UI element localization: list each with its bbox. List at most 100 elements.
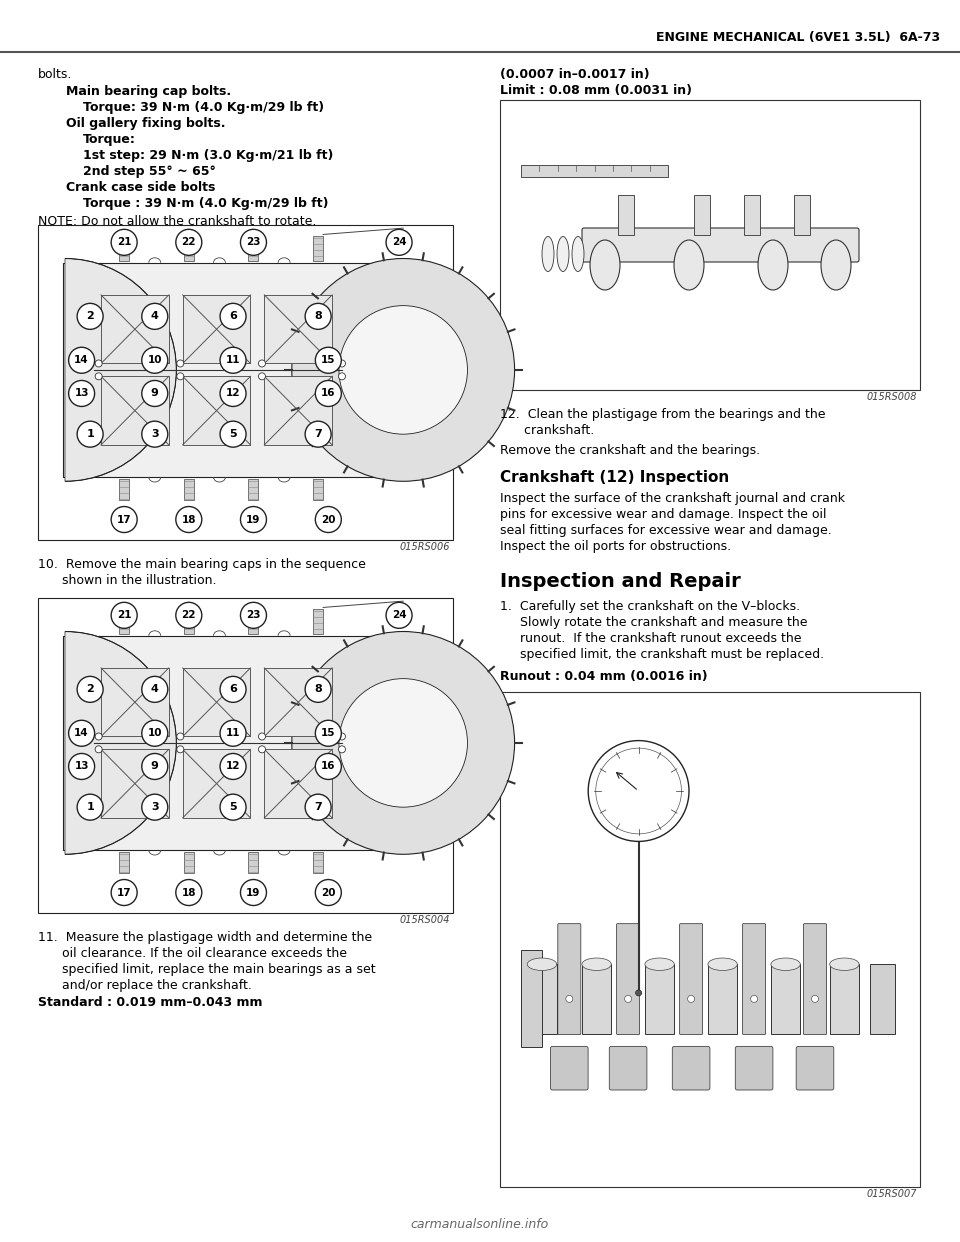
Text: 4: 4 [151, 684, 158, 694]
Text: 10: 10 [148, 728, 162, 738]
Circle shape [142, 794, 168, 820]
Text: 18: 18 [181, 514, 196, 524]
Circle shape [176, 879, 202, 905]
Text: 6: 6 [229, 312, 237, 322]
Circle shape [68, 380, 95, 406]
Text: 21: 21 [117, 610, 132, 620]
FancyBboxPatch shape [796, 1047, 834, 1090]
Bar [183, 610, 194, 633]
Circle shape [220, 421, 246, 447]
Text: 21: 21 [117, 237, 132, 247]
Circle shape [220, 754, 246, 780]
Text: 015RS007: 015RS007 [867, 1189, 917, 1199]
Bar [249, 236, 258, 261]
FancyBboxPatch shape [743, 924, 766, 1035]
Circle shape [292, 631, 515, 854]
Bar [521, 950, 542, 1047]
Bar [744, 195, 760, 235]
Circle shape [240, 230, 267, 256]
Ellipse shape [582, 958, 612, 970]
Bar [183, 236, 194, 261]
FancyBboxPatch shape [610, 1047, 647, 1090]
Text: 1: 1 [86, 802, 94, 812]
Circle shape [177, 360, 183, 366]
Circle shape [220, 348, 246, 374]
Text: bolts.: bolts. [38, 68, 72, 81]
Text: 10.  Remove the main bearing caps in the sequence: 10. Remove the main bearing caps in the … [38, 558, 366, 571]
Circle shape [305, 303, 331, 329]
Bar [249, 610, 258, 633]
Text: 1: 1 [86, 430, 94, 440]
Bar [183, 852, 194, 873]
Text: oil clearance. If the oil clearance exceeds the: oil clearance. If the oil clearance exce… [38, 946, 347, 960]
Bar [38, 597, 453, 913]
Text: crankshaft.: crankshaft. [500, 424, 594, 437]
Circle shape [220, 380, 246, 406]
Bar [101, 294, 169, 364]
Text: 17: 17 [117, 888, 132, 898]
Text: 1st step: 29 N·m (3.0 Kg·m/21 lb ft): 1st step: 29 N·m (3.0 Kg·m/21 lb ft) [83, 149, 333, 161]
Text: 3: 3 [151, 802, 158, 812]
Bar [795, 195, 810, 235]
Bar [182, 376, 251, 445]
Text: 12.  Clean the plastigage from the bearings and the: 12. Clean the plastigage from the bearin… [500, 409, 826, 421]
Circle shape [220, 303, 246, 329]
Text: 9: 9 [151, 761, 158, 771]
Text: 22: 22 [181, 237, 196, 247]
Ellipse shape [674, 240, 704, 289]
Bar [500, 101, 920, 390]
Circle shape [111, 230, 137, 256]
Bar [313, 479, 324, 501]
FancyBboxPatch shape [804, 924, 827, 1035]
Circle shape [95, 360, 102, 366]
Circle shape [142, 380, 168, 406]
Text: 18: 18 [181, 888, 196, 898]
Bar [264, 749, 332, 818]
Text: Main bearing cap bolts.: Main bearing cap bolts. [66, 84, 231, 98]
Bar [829, 964, 859, 1033]
Text: 015RS006: 015RS006 [399, 542, 450, 551]
Text: 9: 9 [151, 389, 158, 399]
Text: 8: 8 [314, 312, 322, 322]
Bar [693, 195, 709, 235]
Text: 22: 22 [181, 610, 196, 620]
Text: 5: 5 [229, 430, 237, 440]
Circle shape [305, 794, 331, 820]
Bar [527, 964, 557, 1033]
Text: Limit : 0.08 mm (0.0031 in): Limit : 0.08 mm (0.0031 in) [500, 84, 692, 97]
Text: specified limit, replace the main bearings as a set: specified limit, replace the main bearin… [38, 963, 375, 976]
Circle shape [77, 303, 103, 329]
Text: 8: 8 [314, 684, 322, 694]
Circle shape [177, 733, 183, 740]
Text: 15: 15 [321, 355, 336, 365]
Text: Standard : 0.019 mm–0.043 mm: Standard : 0.019 mm–0.043 mm [38, 996, 262, 1009]
Ellipse shape [590, 240, 620, 289]
Text: Slowly rotate the crankshaft and measure the: Slowly rotate the crankshaft and measure… [500, 616, 807, 628]
Bar [582, 964, 612, 1033]
Text: 1.  Carefully set the crankshaft on the V–blocks.: 1. Carefully set the crankshaft on the V… [500, 600, 800, 614]
Circle shape [95, 733, 102, 740]
Circle shape [176, 507, 202, 533]
Circle shape [68, 720, 95, 746]
Circle shape [77, 794, 103, 820]
Text: 015RS008: 015RS008 [867, 392, 917, 402]
Text: Torque:: Torque: [83, 133, 136, 147]
Text: 2: 2 [86, 684, 94, 694]
Text: 3: 3 [151, 430, 158, 440]
Text: Torque : 39 N·m (4.0 Kg·m/29 lb ft): Torque : 39 N·m (4.0 Kg·m/29 lb ft) [83, 197, 328, 210]
Circle shape [339, 306, 468, 435]
Text: NOTE: Do not allow the crankshaft to rotate.: NOTE: Do not allow the crankshaft to rot… [38, 215, 317, 229]
Text: 23: 23 [246, 610, 261, 620]
Text: 16: 16 [321, 389, 336, 399]
Text: 13: 13 [74, 761, 89, 771]
Bar [182, 749, 251, 818]
Circle shape [111, 879, 137, 905]
Circle shape [220, 794, 246, 820]
Circle shape [240, 602, 267, 628]
Circle shape [596, 748, 682, 833]
Text: 6: 6 [229, 684, 237, 694]
Bar [101, 749, 169, 818]
Bar [182, 668, 251, 737]
Circle shape [811, 995, 819, 1002]
Circle shape [176, 230, 202, 256]
